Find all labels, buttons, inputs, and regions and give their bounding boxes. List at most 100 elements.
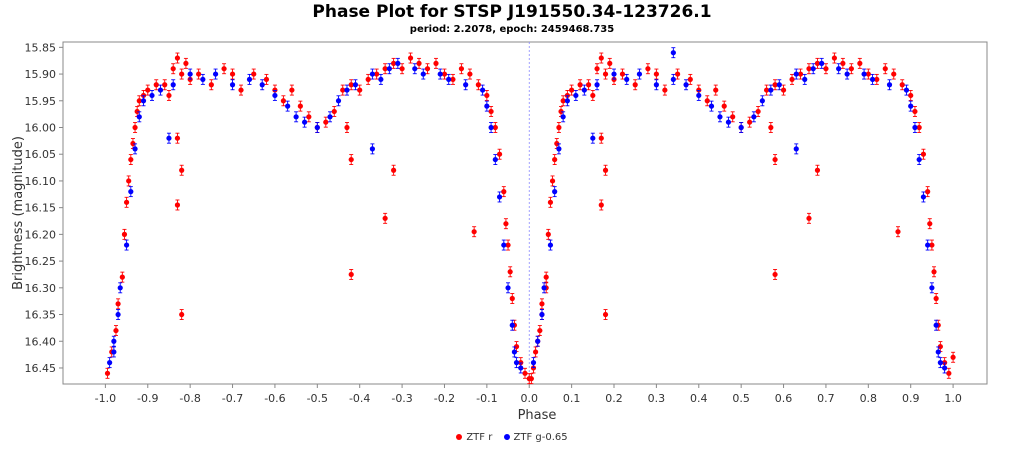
data-point bbox=[933, 322, 939, 328]
data-point bbox=[581, 87, 587, 93]
data-point bbox=[772, 82, 778, 88]
data-point bbox=[611, 71, 617, 77]
data-point bbox=[912, 108, 918, 115]
data-point bbox=[935, 349, 941, 355]
data-point bbox=[208, 82, 214, 88]
data-point bbox=[420, 71, 426, 77]
data-point bbox=[806, 215, 812, 221]
data-point bbox=[174, 202, 181, 208]
data-point bbox=[140, 98, 147, 104]
data-point bbox=[912, 124, 918, 131]
data-point bbox=[780, 87, 787, 93]
data-point bbox=[488, 108, 494, 115]
data-point bbox=[806, 66, 812, 72]
data-point bbox=[327, 114, 333, 120]
data-point bbox=[128, 189, 134, 195]
data-point bbox=[602, 311, 609, 318]
data-point bbox=[598, 55, 604, 61]
data-point bbox=[569, 87, 575, 93]
data-point bbox=[564, 98, 570, 104]
data-point bbox=[289, 87, 295, 93]
data-point bbox=[200, 76, 206, 83]
y-tick-label: 15.95 bbox=[25, 95, 57, 108]
data-point bbox=[174, 55, 181, 61]
data-point bbox=[594, 66, 600, 72]
data-point bbox=[301, 119, 308, 125]
data-point bbox=[717, 114, 723, 120]
y-tick-label: 16.10 bbox=[25, 175, 57, 188]
data-point bbox=[149, 92, 155, 99]
data-point bbox=[115, 311, 121, 318]
data-point bbox=[903, 87, 910, 93]
data-point bbox=[751, 114, 757, 120]
data-point bbox=[378, 76, 384, 83]
data-point bbox=[272, 92, 278, 99]
data-point bbox=[179, 71, 185, 77]
data-point bbox=[929, 242, 935, 248]
data-point bbox=[340, 87, 346, 93]
data-point bbox=[107, 360, 113, 366]
data-point bbox=[412, 66, 418, 72]
data-point bbox=[492, 156, 498, 163]
y-tick-label: 15.90 bbox=[25, 68, 57, 81]
x-tick-label: -0.8 bbox=[179, 392, 200, 405]
data-point bbox=[632, 82, 638, 88]
data-point bbox=[306, 114, 312, 120]
data-point bbox=[933, 295, 939, 302]
data-point bbox=[280, 98, 287, 104]
data-point bbox=[916, 156, 922, 163]
data-point bbox=[179, 167, 185, 173]
data-point bbox=[450, 76, 456, 83]
data-point bbox=[721, 103, 727, 109]
x-tick-label: -1.0 bbox=[95, 392, 116, 405]
series-1 bbox=[107, 47, 948, 374]
data-point bbox=[528, 376, 534, 382]
data-point bbox=[814, 167, 821, 173]
data-point bbox=[708, 103, 715, 109]
data-point bbox=[446, 76, 452, 83]
data-point bbox=[636, 71, 643, 77]
data-point bbox=[558, 108, 564, 115]
x-tick-label: 0.4 bbox=[690, 392, 708, 405]
data-point bbox=[117, 285, 123, 291]
data-point bbox=[577, 82, 583, 88]
y-tick-label: 16.35 bbox=[25, 309, 57, 322]
data-point bbox=[704, 98, 710, 104]
data-point bbox=[552, 156, 558, 163]
data-point bbox=[212, 71, 219, 77]
data-point bbox=[946, 370, 952, 376]
data-point bbox=[183, 60, 189, 66]
data-point bbox=[823, 66, 829, 72]
data-point bbox=[458, 66, 465, 72]
data-point bbox=[238, 87, 244, 93]
data-point bbox=[585, 82, 592, 88]
data-point bbox=[357, 87, 363, 93]
data-point bbox=[772, 271, 778, 278]
data-point bbox=[541, 285, 547, 291]
data-point bbox=[187, 71, 193, 77]
x-tick-label: -0.4 bbox=[349, 392, 370, 405]
data-point bbox=[844, 71, 850, 77]
data-point bbox=[819, 60, 825, 66]
y-tick-label: 16.40 bbox=[25, 335, 57, 348]
data-point bbox=[594, 82, 600, 88]
data-point bbox=[861, 71, 867, 77]
data-point bbox=[556, 146, 562, 152]
data-point bbox=[395, 60, 401, 66]
legend-item-ztf-r: ZTF r bbox=[456, 432, 492, 443]
data-point bbox=[543, 274, 549, 280]
x-tick-label: -0.1 bbox=[476, 392, 497, 405]
data-point bbox=[132, 146, 138, 152]
data-point bbox=[645, 66, 651, 72]
data-point bbox=[331, 108, 337, 115]
legend-label-ztf-g: ZTF g-0.65 bbox=[513, 432, 568, 443]
data-point bbox=[653, 71, 659, 77]
data-point bbox=[463, 82, 469, 88]
data-point bbox=[925, 189, 931, 195]
data-point bbox=[121, 231, 128, 237]
data-point bbox=[653, 82, 659, 88]
data-point bbox=[369, 71, 376, 77]
x-tick-label: -0.6 bbox=[264, 392, 285, 405]
data-point bbox=[488, 124, 494, 131]
data-point bbox=[496, 151, 503, 157]
